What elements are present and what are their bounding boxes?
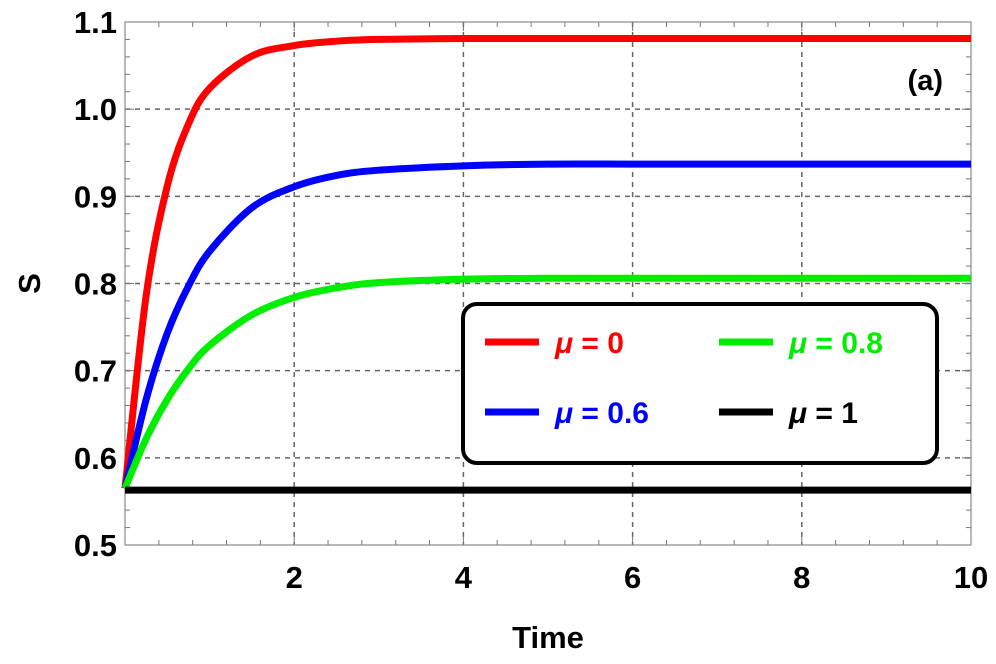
legend-label-symbol: μ <box>554 327 573 360</box>
grid-lines <box>125 22 971 545</box>
legend-label-value: = 1 <box>807 397 858 430</box>
y-tick-label: 0.8 <box>74 267 117 302</box>
legend-label: μ = 0 <box>554 327 624 360</box>
legend-label-symbol: μ <box>554 397 573 430</box>
legend-box <box>461 302 939 465</box>
x-axis-title: Time <box>512 620 584 655</box>
series-line-0 <box>121 34 971 489</box>
y-tick-label: 1.0 <box>74 92 117 127</box>
legend-label-symbol: μ <box>788 397 807 430</box>
y-tick-label: 1.1 <box>74 5 117 40</box>
y-axis-title: S <box>12 273 47 294</box>
y-tick-label: 0.6 <box>74 441 117 476</box>
legend-label-value: = 0.6 <box>573 397 649 430</box>
legend-label: μ = 1 <box>788 397 858 430</box>
legend-label-value: = 0.8 <box>807 327 883 360</box>
series-lines <box>121 34 971 494</box>
x-tick-label: 2 <box>286 560 303 595</box>
x-tick-label: 10 <box>954 560 988 595</box>
series-line-2 <box>121 274 971 490</box>
legend-label-value: = 0 <box>573 327 624 360</box>
x-tick-label: 4 <box>455 560 473 595</box>
legend-label: μ = 0.8 <box>788 327 883 360</box>
panel-label: (a) <box>908 65 943 97</box>
y-tick-label: 0.7 <box>74 354 117 389</box>
tick-labels: 2 4 6 8 10 0.5 0.6 0.7 0.8 0.9 1.0 1.1 <box>74 5 988 595</box>
x-tick-label: 6 <box>624 560 641 595</box>
y-tick-label: 0.9 <box>74 179 117 214</box>
plot-frame <box>124 21 972 546</box>
legend: μ = 0μ = 0.6μ = 0.8μ = 1 <box>461 302 939 465</box>
series-line-1 <box>121 160 971 490</box>
x-tick-label: 8 <box>793 560 810 595</box>
legend-label-symbol: μ <box>788 327 807 360</box>
y-tick-label: 0.5 <box>74 528 117 563</box>
legend-label: μ = 0.6 <box>554 397 649 430</box>
